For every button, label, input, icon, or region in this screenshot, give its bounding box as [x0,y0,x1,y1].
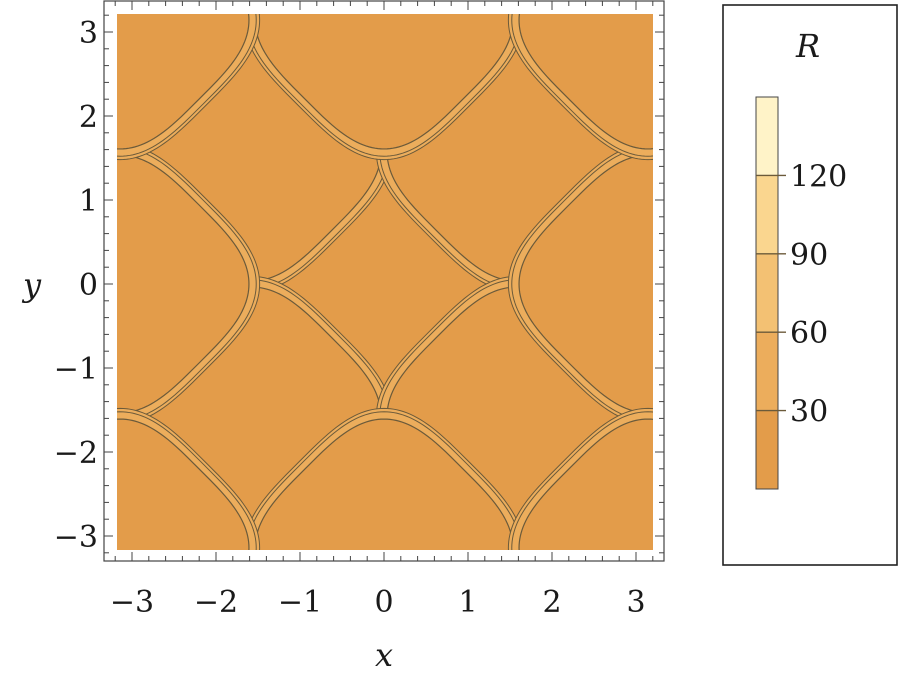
colorbar-band [756,332,778,411]
y-axis-title: y [21,266,42,304]
contour-lobe [507,407,653,550]
legend: R 30 60 90 120 [722,4,898,566]
contour-lobe [117,143,261,425]
colorbar-band [756,410,778,489]
x-tick-label: −1 [278,585,322,620]
contour-band-inner [518,14,653,150]
colorbar-tick-label: 30 [790,395,828,430]
contour-lobe [507,14,653,161]
contour-lobe [507,143,653,425]
colorbar-band [756,97,778,176]
colorbar-tick-label: 60 [790,316,828,351]
contour-lobe [243,407,525,550]
x-tick-label: 2 [542,585,561,620]
colorbar-frame [755,96,779,490]
contour-band-inner [117,418,250,550]
legend-colorbar [755,96,779,490]
contour-lobe [117,407,261,550]
colorbar-band [756,175,778,254]
contour-band-inner [254,14,514,150]
contour-band-inner [117,14,250,150]
x-tick-label: 1 [458,585,477,620]
y-tick-label: −1 [54,352,98,387]
contour-band-inner [518,418,653,550]
y-tick-label: 2 [79,100,98,135]
x-tick-label: −2 [194,585,238,620]
contour-band-inner [518,154,653,414]
colorbar-band [756,253,778,333]
x-axis-title: x [375,636,393,674]
legend-box [722,4,898,566]
x-tick-label: 0 [374,585,393,620]
contour-lobe [243,14,525,161]
colorbar-tick-label: 90 [790,238,828,273]
y-tick-label: 1 [79,184,98,219]
y-tick-label: 0 [79,268,98,303]
contour-band-inner [254,418,514,550]
legend-ticks: 30 60 90 120 [756,159,847,430]
contour-lobe [117,14,261,161]
x-tick-label: 3 [626,585,645,620]
contour-band-inner [117,154,250,414]
x-axis-ticks: −3 −2 −1 0 1 2 3 [110,1,654,620]
y-axis-ticks: −3 −2 −1 0 1 2 3 [54,14,664,555]
y-tick-label: 3 [79,16,98,51]
y-tick-label: −3 [54,520,98,555]
y-tick-label: −2 [54,436,98,471]
plot-area [117,14,653,550]
colorbar-tick-label: 120 [790,159,847,194]
legend-title: R [795,27,820,65]
x-tick-label: −3 [110,585,154,620]
